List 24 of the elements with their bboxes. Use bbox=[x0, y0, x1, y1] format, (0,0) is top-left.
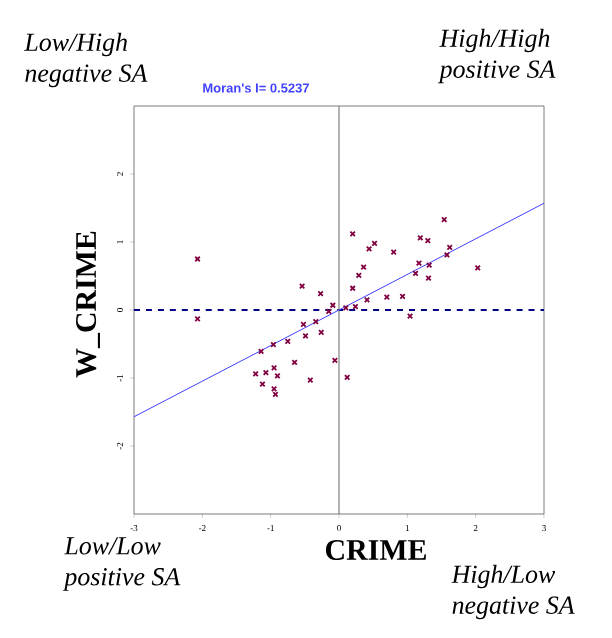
point bbox=[300, 321, 307, 328]
text: High/Low negative SA bbox=[451, 564, 575, 620]
point bbox=[355, 272, 362, 279]
point bbox=[317, 290, 324, 297]
point bbox=[415, 259, 423, 267]
y-axis-title: W_CRIME bbox=[76, 231, 100, 378]
point bbox=[349, 230, 356, 237]
point bbox=[291, 359, 298, 366]
point bbox=[399, 293, 406, 300]
x-axis-title: CRIME bbox=[326, 539, 426, 561]
text: Low/High negative SA bbox=[24, 32, 148, 88]
text: High/High positive SA bbox=[438, 28, 556, 84]
point bbox=[443, 251, 451, 259]
point bbox=[412, 270, 419, 277]
point bbox=[406, 312, 414, 320]
point bbox=[270, 385, 278, 393]
point bbox=[446, 244, 453, 251]
point bbox=[365, 245, 373, 252]
point bbox=[383, 293, 390, 301]
point bbox=[371, 240, 378, 247]
point bbox=[270, 364, 278, 371]
point bbox=[272, 391, 279, 398]
point bbox=[363, 296, 371, 303]
text: Low/Low positive SA bbox=[62, 537, 181, 591]
